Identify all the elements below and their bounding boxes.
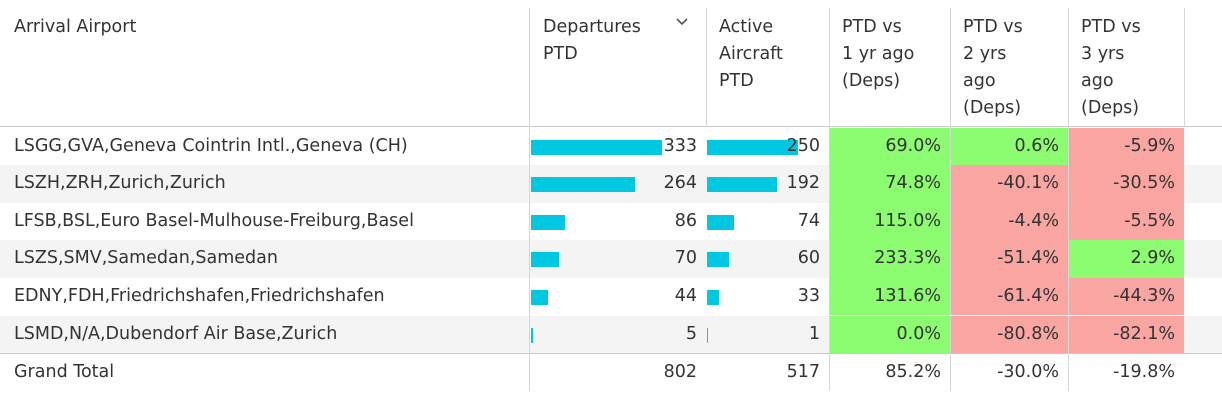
airport-name: LSGG,GVA,Geneva Cointrin Intl.,Geneva (C…	[14, 135, 408, 156]
departures-value: 5	[685, 323, 697, 344]
table-row[interactable]: LSGG,GVA,Geneva Cointrin Intl.,Geneva (C…	[0, 127, 1222, 166]
table-row[interactable]: LSZS,SMV,Samedan,Samedan 70 60 233.3% -51.4%…	[0, 240, 1222, 278]
ptd-vs3-cell: -44.3%	[1069, 277, 1184, 316]
ptd-vs2-cell: -4.4%	[951, 202, 1068, 241]
header-line: 1 yr ago	[842, 44, 915, 64]
departures-bar	[531, 252, 559, 268]
chevron-down-icon[interactable]	[676, 18, 688, 26]
grand-total-vs3: -19.8%	[1113, 362, 1175, 382]
grand-total-row: Grand Total 802 517 85.2% -30.0% -19.8%	[0, 353, 1222, 391]
departures-bar	[531, 177, 635, 193]
header-arrival-airport[interactable]: Arrival Airport	[0, 8, 530, 126]
header-ptd-vs-3yrs[interactable]: PTD vs 3 yrs ago (Deps)	[1068, 8, 1184, 126]
header-departures-ptd[interactable]: Departures PTD	[530, 8, 706, 126]
ptd-vs2-cell: -80.8%	[951, 315, 1068, 354]
ptd-vs3-cell: 2.9%	[1069, 240, 1184, 278]
header-line: (Deps)	[1081, 98, 1140, 118]
ptd-vs2-cell: -51.4%	[951, 240, 1068, 278]
table-row[interactable]: LSMD,N/A,Dubendorf Air Base,Zurich 5 1 0.0%…	[0, 315, 1222, 354]
ptd-vs3-cell: -5.9%	[1069, 127, 1184, 166]
departures-bar	[531, 139, 662, 155]
header-line: Active	[719, 17, 774, 37]
header-line: 2 yrs	[963, 44, 1007, 64]
departures-value: 86	[674, 210, 697, 231]
departures-value: 70	[674, 248, 697, 269]
ptd-vs1-cell: 233.3%	[830, 240, 950, 278]
active-aircraft-bar	[707, 139, 798, 155]
table-row[interactable]: LSZH,ZRH,Zurich,Zurich 264 192 74.8% -40.1% -…	[0, 165, 1222, 203]
header-active-aircraft-ptd[interactable]: Active Aircraft PTD	[706, 8, 829, 126]
header-line: PTD	[543, 44, 578, 64]
active-aircraft-bar	[707, 252, 729, 268]
airport-name: LFSB,BSL,Euro Basel-Mulhouse-Freiburg,Ba…	[14, 210, 414, 231]
header-line: Departures	[543, 17, 641, 37]
column-divider	[1068, 8, 1069, 391]
header-ptd-vs-2yrs[interactable]: PTD vs 2 yrs ago (Deps)	[950, 8, 1068, 126]
header-line: Arrival Airport	[14, 17, 137, 37]
ptd-vs1-cell: 69.0%	[830, 127, 950, 166]
departures-bar	[531, 214, 565, 230]
header-ptd-vs-1yr[interactable]: PTD vs 1 yr ago (Deps)	[829, 8, 950, 126]
column-divider	[706, 8, 707, 127]
active-aircraft-bar	[707, 289, 719, 305]
ptd-vs1-cell: 74.8%	[830, 165, 950, 203]
airport-name: LSZS,SMV,Samedan,Samedan	[14, 248, 278, 269]
departures-value: 333	[663, 135, 697, 156]
header-line: PTD vs	[842, 17, 902, 37]
header-line: PTD	[719, 71, 754, 91]
ptd-vs2-cell: -61.4%	[951, 277, 1068, 316]
column-divider	[950, 8, 951, 391]
header-line: PTD vs	[1081, 17, 1141, 37]
airport-name: EDNY,FDH,Friedrichshafen,Friedrichshafen	[14, 285, 385, 306]
departures-value: 264	[663, 173, 697, 194]
ptd-vs3-cell: -30.5%	[1069, 165, 1184, 203]
departures-bar	[531, 327, 533, 343]
active-aircraft-value: 74	[797, 210, 820, 231]
table-row[interactable]: EDNY,FDH,Friedrichshafen,Friedrichshafen…	[0, 277, 1222, 316]
column-divider	[529, 8, 530, 391]
header-line: ago	[963, 71, 996, 91]
header-line: (Deps)	[842, 71, 901, 91]
ptd-vs3-cell: -5.5%	[1069, 202, 1184, 241]
active-aircraft-bar	[707, 214, 734, 230]
active-aircraft-value: 250	[786, 135, 820, 156]
departures-value: 44	[674, 285, 697, 306]
grand-total-vs2: -30.0%	[997, 362, 1059, 382]
grand-total-vs1: 85.2%	[885, 362, 941, 382]
column-divider	[1184, 8, 1185, 127]
grand-total-aircraft: 517	[786, 362, 820, 382]
grand-total-departures: 802	[663, 362, 697, 382]
active-aircraft-value: 1	[808, 323, 820, 344]
header-line: PTD vs	[963, 17, 1023, 37]
ptd-vs2-cell: 0.6%	[951, 127, 1068, 166]
ptd-vs3-cell: -82.1%	[1069, 315, 1184, 354]
ptd-vs1-cell: 131.6%	[830, 277, 950, 316]
header-line: (Deps)	[963, 98, 1022, 118]
grand-total-label: Grand Total	[14, 362, 115, 382]
ptd-vs2-cell: -40.1%	[951, 165, 1068, 203]
active-aircraft-value: 33	[797, 285, 820, 306]
airport-name: LSMD,N/A,Dubendorf Air Base,Zurich	[14, 323, 338, 344]
departures-bar	[531, 289, 549, 305]
ptd-vs1-cell: 115.0%	[830, 202, 950, 241]
header-line: Aircraft	[719, 44, 783, 64]
header-line: 3 yrs	[1081, 44, 1125, 64]
active-aircraft-value: 192	[786, 173, 820, 194]
header-line: ago	[1081, 71, 1114, 91]
active-aircraft-bar	[707, 177, 777, 193]
airport-name: LSZH,ZRH,Zurich,Zurich	[14, 173, 226, 194]
active-aircraft-value: 60	[797, 248, 820, 269]
ptd-vs1-cell: 0.0%	[830, 315, 950, 354]
table-row[interactable]: LFSB,BSL,Euro Basel-Mulhouse-Freiburg,Ba…	[0, 202, 1222, 241]
column-divider	[829, 8, 830, 391]
table-header: Arrival Airport Departures PTD Active Ai…	[0, 0, 1222, 127]
